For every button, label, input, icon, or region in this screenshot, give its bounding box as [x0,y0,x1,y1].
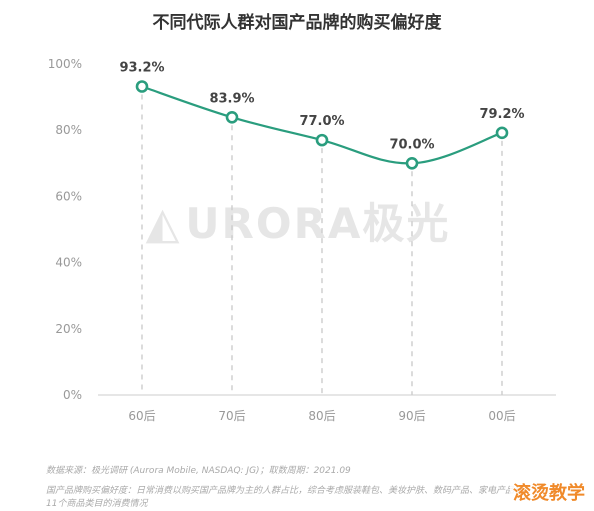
series-points [135,80,509,170]
y-axis-ticks: 0% 20% 40% 60% 80% 100% [48,57,82,402]
data-label: 83.9% [209,91,254,106]
watermark: ◭URORA极光 [118,190,478,251]
x-tick-label: 00后 [488,409,515,423]
x-tick-label: 60后 [128,409,155,423]
definition-note: 国产品牌购买偏好度：日常消费以购买国产品牌为主的人群占比，综合考虑服装鞋包、美妆… [46,486,524,509]
y-tick-label: 100% [48,57,82,71]
corner-watermark: 滚烫教学 [510,478,588,506]
x-tick-label: 80后 [308,409,335,423]
data-label: 93.2% [119,61,164,76]
aurora-logo-icon: ◭ [145,198,182,249]
data-labels: 93.2% 83.9% 77.0% 70.0% 79.2% [119,61,524,153]
x-tick-label: 90后 [398,409,425,423]
dashed-guides [141,94,503,395]
y-tick-label: 40% [55,256,82,270]
data-label: 70.0% [389,137,434,152]
data-point [225,110,239,124]
data-label: 79.2% [479,107,524,122]
line-chart: 0% 20% 40% 60% 80% 100% 60后 70后 80后 90后 00后 93.2%… [48,57,556,423]
x-tick-label: 70后 [218,409,245,423]
y-tick-label: 0% [63,388,82,402]
x-axis-ticks: 60后 70后 80后 90后 00后 [128,409,515,423]
data-point [495,126,509,140]
data-point [315,133,329,147]
watermark-text: URORA极光 [185,199,451,248]
data-source-text: 数据来源：极光调研 (Aurora Mobile, NASDAQ: JG)；取数… [46,466,351,476]
y-tick-label: 80% [55,123,82,137]
y-tick-label: 60% [55,189,82,203]
data-point [135,80,149,93]
y-tick-label: 20% [55,322,82,336]
data-label: 77.0% [299,114,344,129]
chart-title: 不同代际人群对国产品牌的购买偏好度 [152,13,442,33]
data-point [405,157,419,170]
